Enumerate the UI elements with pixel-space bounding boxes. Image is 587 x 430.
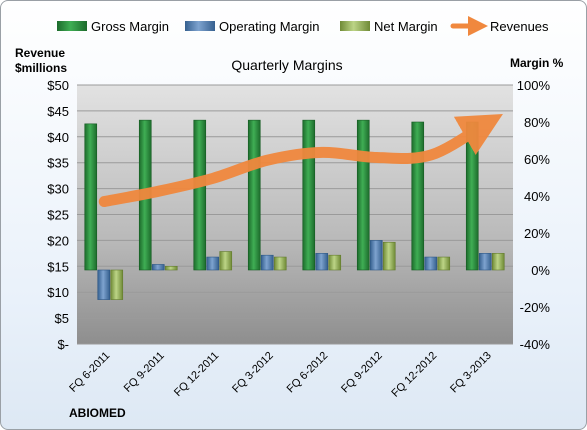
legend: Gross Margin Operating Margin Net Margin… bbox=[57, 16, 549, 36]
left-axis-title-line2: $millions bbox=[15, 61, 67, 75]
right-tick-label: 60% bbox=[524, 152, 550, 167]
company-label: ABIOMED bbox=[69, 406, 126, 420]
category-label: FQ 12-2012 bbox=[389, 350, 439, 400]
operating-margin-bar bbox=[151, 264, 165, 271]
operating-margin-bar bbox=[315, 253, 329, 271]
net-margin-bar bbox=[110, 269, 124, 300]
category-label: FQ 6-2011 bbox=[67, 350, 112, 395]
legend-item-revenues: Revenues bbox=[450, 16, 549, 36]
net-margin-bar bbox=[328, 254, 342, 271]
left-tick-label: $25 bbox=[47, 208, 69, 223]
legend-swatch-gross-margin bbox=[57, 21, 87, 31]
legend-label-gross-margin: Gross Margin bbox=[91, 19, 169, 34]
net-margin-bar bbox=[273, 256, 287, 271]
net-margin-bar bbox=[219, 251, 233, 271]
left-tick-label: $50 bbox=[47, 78, 69, 93]
legend-item-operating-margin: Operating Margin bbox=[185, 19, 319, 34]
left-tick-label: $30 bbox=[47, 182, 69, 197]
gross-margin-bar bbox=[302, 119, 316, 271]
net-margin-bar bbox=[164, 265, 178, 271]
category-labels: FQ 6-2011 FQ 9-2011 FQ 12-2011 FQ 3-2012 FQ … bbox=[67, 350, 494, 400]
gross-margin-bar bbox=[84, 123, 98, 271]
category-label: FQ 3-2013 bbox=[448, 350, 494, 396]
net-margin-bar bbox=[437, 256, 451, 271]
right-axis-ticks: -40% -20% 0% 20% 40% 60% 80% 100% bbox=[517, 78, 551, 352]
operating-margin-bar bbox=[97, 269, 111, 300]
gross-margin-bar bbox=[356, 119, 370, 271]
left-tick-label: $- bbox=[57, 337, 69, 352]
operating-margin-bar bbox=[206, 256, 220, 271]
right-axis-title: Margin % bbox=[510, 56, 564, 70]
operating-margin-bar bbox=[369, 240, 383, 271]
left-tick-label: $40 bbox=[47, 130, 69, 145]
category-label: FQ 9-2011 bbox=[122, 350, 167, 395]
legend-label-revenues: Revenues bbox=[490, 19, 549, 34]
net-margin-bar bbox=[491, 253, 505, 271]
category-label: FQ 6-2012 bbox=[285, 350, 331, 396]
left-tick-label: $15 bbox=[47, 259, 69, 274]
bars bbox=[84, 119, 505, 300]
left-tick-label: $35 bbox=[47, 156, 69, 171]
operating-margin-bar bbox=[478, 253, 492, 271]
right-tick-label: -40% bbox=[520, 337, 551, 352]
right-tick-label: 0% bbox=[531, 263, 550, 278]
operating-margin-bar bbox=[260, 254, 274, 271]
legend-label-operating-margin: Operating Margin bbox=[219, 19, 319, 34]
legend-swatch-operating-margin bbox=[185, 21, 215, 31]
category-label: FQ 3-2012 bbox=[230, 350, 276, 396]
operating-margin-bar bbox=[424, 256, 438, 271]
left-tick-label: $20 bbox=[47, 233, 69, 248]
legend-item-net-margin: Net Margin bbox=[340, 19, 438, 34]
net-margin-bar bbox=[382, 241, 396, 271]
right-tick-label: 80% bbox=[524, 115, 550, 130]
revenue-line bbox=[98, 114, 503, 208]
gross-margin-bar bbox=[465, 121, 479, 271]
category-label: FQ 12-2011 bbox=[172, 350, 221, 399]
right-tick-label: -20% bbox=[520, 300, 551, 315]
right-tick-label: 20% bbox=[524, 226, 550, 241]
left-tick-label: $5 bbox=[55, 311, 69, 326]
right-tick-label: 100% bbox=[517, 78, 551, 93]
left-tick-label: $45 bbox=[47, 104, 69, 119]
category-label: FQ 9-2012 bbox=[339, 350, 385, 396]
revenue-line-group bbox=[98, 114, 503, 208]
gross-margin-bar bbox=[411, 121, 425, 271]
legend-swatch-net-margin bbox=[340, 21, 370, 31]
left-axis-ticks: $- $5 $10 $15 $20 $25 $30 $35 $40 $45 $50 bbox=[47, 78, 69, 352]
chart-title: Quarterly Margins bbox=[231, 57, 342, 73]
gross-margin-bar bbox=[247, 119, 261, 271]
legend-label-net-margin: Net Margin bbox=[374, 19, 438, 34]
legend-item-gross-margin: Gross Margin bbox=[57, 19, 169, 34]
right-tick-label: 40% bbox=[524, 189, 550, 204]
left-axis-title-line1: Revenue bbox=[15, 46, 65, 60]
left-tick-label: $10 bbox=[47, 285, 69, 300]
gross-margin-bar bbox=[193, 119, 207, 271]
